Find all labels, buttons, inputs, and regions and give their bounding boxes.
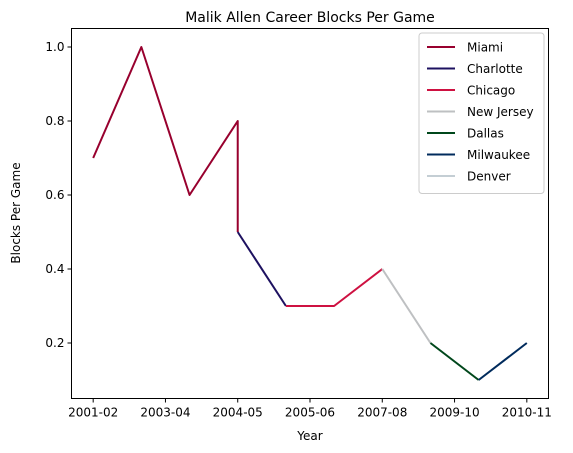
series-line-milwaukee xyxy=(478,342,528,381)
y-axis: 0.2 0.4 0.6 0.8 1.0 xyxy=(45,40,72,350)
legend-box xyxy=(418,32,545,194)
series-line-chicago xyxy=(285,268,383,307)
legend-label: Milwaukee xyxy=(467,148,530,162)
legend-label: Miami xyxy=(467,41,503,55)
x-axis: 2001-02 2003-04 2004-05 2005-06 2007-08 2009-… xyxy=(68,398,552,420)
series-line-dallas xyxy=(429,342,480,381)
x-tick-label: 2001-02 xyxy=(68,406,118,420)
y-tick-label: 0.8 xyxy=(45,114,64,128)
chart-title: Malik Allen Career Blocks Per Game xyxy=(185,10,435,26)
y-tick-label: 0.6 xyxy=(45,188,64,202)
y-tick-label: 1.0 xyxy=(45,40,64,54)
y-axis-label: Blocks Per Game xyxy=(9,162,23,263)
legend-label: Charlotte xyxy=(467,62,523,76)
series-line-new-jersey xyxy=(381,268,432,344)
y-tick-label: 0.4 xyxy=(45,262,64,276)
x-axis-label: Year xyxy=(296,429,322,443)
series-line-charlotte xyxy=(236,231,287,307)
x-tick-label: 2007-08 xyxy=(357,406,407,420)
legend-label: Chicago xyxy=(467,84,515,98)
legend-label: New Jersey xyxy=(467,105,534,119)
legend-label: Dallas xyxy=(467,127,504,141)
legend: Miami Charlotte Chicago New Jersey Dallas Mil… xyxy=(418,32,545,194)
plot-content xyxy=(92,46,528,381)
series-line-miami xyxy=(92,46,239,232)
x-tick-label: 2009-10 xyxy=(429,406,479,420)
y-tick-label: 0.2 xyxy=(45,336,64,350)
x-tick-label: 2010-11 xyxy=(502,406,552,420)
x-tick-label: 2003-04 xyxy=(140,406,190,420)
legend-label: Denver xyxy=(467,170,511,184)
x-tick-label: 2005-06 xyxy=(285,406,335,420)
x-tick-label: 2004-05 xyxy=(213,406,263,420)
